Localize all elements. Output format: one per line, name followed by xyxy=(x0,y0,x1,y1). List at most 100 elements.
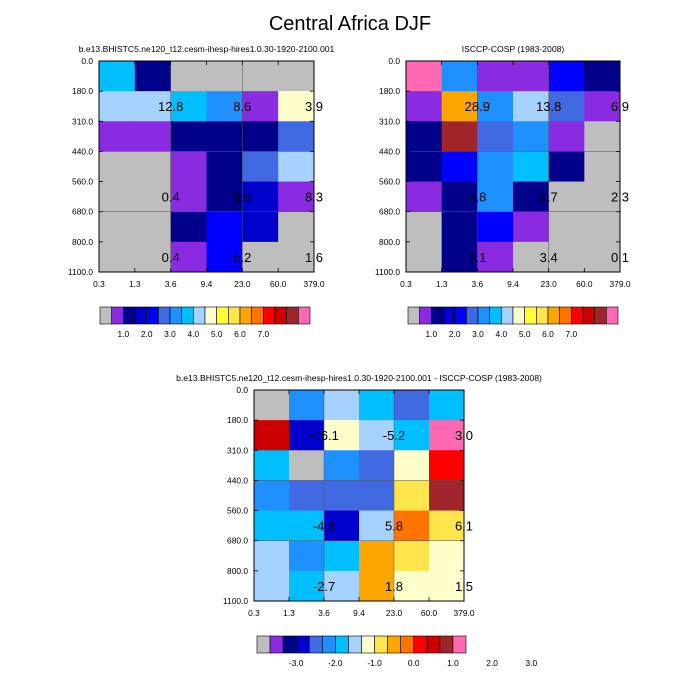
y-tick-label: 560.0 xyxy=(379,177,400,187)
heatmap-cell xyxy=(584,241,621,273)
heatmap-cell xyxy=(584,91,621,122)
heatmap-cell xyxy=(429,540,465,572)
heatmap-cell xyxy=(584,211,621,243)
colorbar-swatch xyxy=(594,306,607,325)
colorbar-label: -2.0 xyxy=(328,658,343,668)
heatmap-cell xyxy=(278,91,315,122)
heatmap-cell xyxy=(324,540,360,572)
heatmap-cell xyxy=(242,151,279,182)
colorbar-label: 3.0 xyxy=(472,329,484,339)
colorbar-swatch xyxy=(158,306,171,325)
x-tick-label: 1.3 xyxy=(283,608,295,618)
colorbar-label: 4.0 xyxy=(188,329,200,339)
x-tick-label: 0.3 xyxy=(93,279,105,289)
value-label: 2.3 xyxy=(611,190,629,205)
value-label: -4.4 xyxy=(313,519,335,534)
value-label: 13.8 xyxy=(536,99,561,114)
heatmap-cell xyxy=(441,121,478,152)
colorbar-label: 5.0 xyxy=(211,329,223,339)
value-label: 6.1 xyxy=(455,519,473,534)
value-label: 5.2 xyxy=(233,250,251,265)
y-tick-label: 800.0 xyxy=(227,566,248,576)
value-label: 0.4 xyxy=(162,250,180,265)
heatmap-cell xyxy=(441,151,478,182)
heatmap-cell xyxy=(324,480,360,511)
heatmap-cell xyxy=(206,211,243,243)
heatmap-cell xyxy=(206,181,243,213)
y-tick-label: 180.0 xyxy=(227,415,248,425)
colorbar-swatch xyxy=(169,306,182,325)
y-tick-label: 1100.0 xyxy=(375,267,400,277)
y-tick-label: 310.0 xyxy=(379,116,400,126)
y-tick-label: 1100.0 xyxy=(68,267,93,277)
colorbar-swatch xyxy=(298,306,311,325)
heatmap-cell xyxy=(548,181,585,213)
x-tick-label: 379.0 xyxy=(454,608,475,618)
heatmap-cell xyxy=(170,61,207,92)
y-tick-label: 680.0 xyxy=(72,207,93,217)
colorbar-label: 5.0 xyxy=(519,329,531,339)
colorbar-swatch xyxy=(559,306,572,325)
heatmap-cell xyxy=(429,420,465,451)
x-tick-label: 9.4 xyxy=(353,608,365,618)
x-tick-label: 9.4 xyxy=(201,279,213,289)
heatmap-cell xyxy=(359,420,395,451)
colorbar-swatch xyxy=(606,306,619,325)
heatmap-cell xyxy=(394,420,430,451)
heatmap-cell xyxy=(254,570,290,602)
colorbar-swatch xyxy=(322,635,336,654)
colorbar-swatch xyxy=(99,306,112,325)
heatmap-cell xyxy=(206,151,243,182)
heatmap-cell xyxy=(254,420,290,451)
heatmap-cell xyxy=(170,151,207,182)
heatmap-cell xyxy=(134,151,172,182)
heatmap-cell xyxy=(170,241,207,273)
heatmap-cell xyxy=(429,480,465,511)
x-tick-label: 379.0 xyxy=(304,279,325,289)
colorbar-swatch xyxy=(400,635,415,654)
colorbar-swatch xyxy=(228,306,241,325)
heatmap-cell xyxy=(513,61,550,92)
value-label: 8.3 xyxy=(305,190,323,205)
heatmap-cell xyxy=(134,61,172,92)
value-label: 4.8 xyxy=(468,190,486,205)
heatmap-cell xyxy=(99,151,136,182)
heatmap-cell xyxy=(513,241,550,273)
heatmap-cell xyxy=(134,121,172,152)
heatmap-cell xyxy=(548,241,585,273)
colorbar-swatch xyxy=(524,306,537,325)
heatmap-cell xyxy=(477,181,514,213)
heatmap-cell xyxy=(289,540,325,572)
heatmap-cell xyxy=(134,241,172,273)
colorbar-label: 4.0 xyxy=(496,329,508,339)
y-tick-label: 680.0 xyxy=(227,536,248,546)
heatmap-cell xyxy=(278,61,315,92)
heatmap-cell xyxy=(324,450,360,481)
heatmap-cell xyxy=(406,61,443,92)
heatmap-cell xyxy=(548,151,585,182)
colorbar-swatch xyxy=(512,306,525,325)
heatmap-cell xyxy=(206,91,243,122)
heatmap-cell xyxy=(548,61,585,92)
y-tick-label: 560.0 xyxy=(227,506,248,516)
heatmap-cell xyxy=(324,420,360,451)
colorbar-swatch xyxy=(536,306,549,325)
value-label: 3.4 xyxy=(540,250,558,265)
colorbar-label: 6.0 xyxy=(542,329,554,339)
heatmap-cell xyxy=(170,121,207,152)
colorbar-swatch xyxy=(308,635,323,654)
heatmap-cell xyxy=(289,510,325,542)
heatmap-cell xyxy=(99,211,136,243)
y-tick-label: 310.0 xyxy=(227,445,248,455)
colorbar-swatch xyxy=(439,635,454,654)
heatmap-cell xyxy=(134,91,172,122)
heatmap-cell xyxy=(206,241,243,273)
heatmap-cell xyxy=(441,211,478,243)
colorbar-swatch xyxy=(123,306,136,325)
heatmap-cell xyxy=(242,91,279,122)
colorbar-swatch xyxy=(256,635,271,654)
colorbar-swatch xyxy=(501,306,514,325)
colorbar-label: 1.0 xyxy=(447,658,459,668)
heatmap-cell xyxy=(477,61,514,92)
